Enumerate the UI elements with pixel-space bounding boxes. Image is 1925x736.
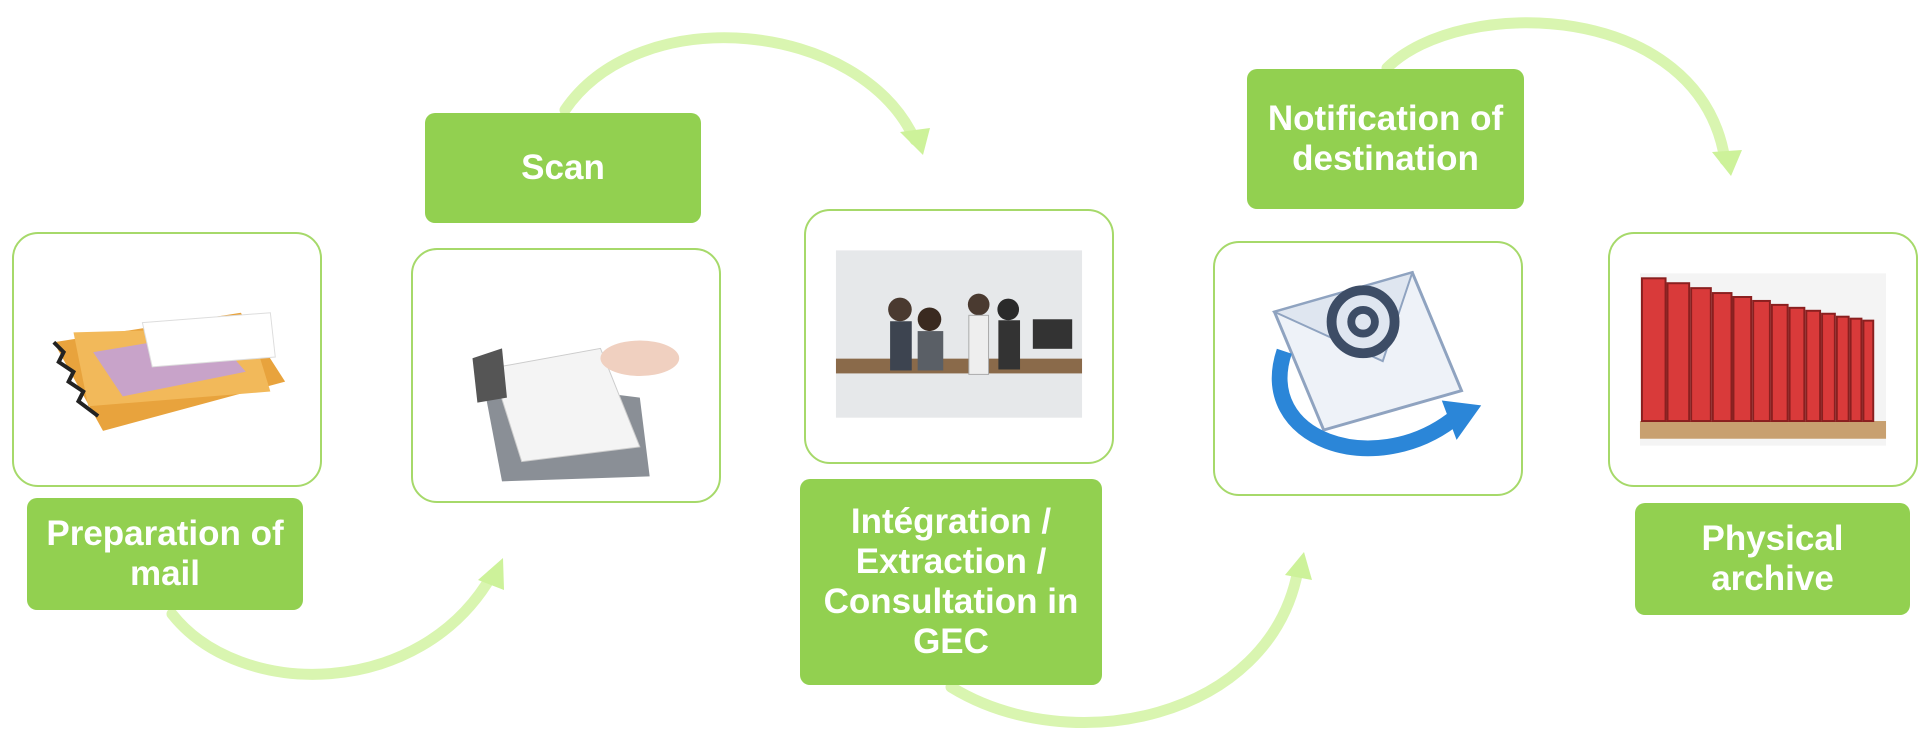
step-label: Preparation of mail bbox=[27, 498, 303, 610]
arrowhead bbox=[1285, 552, 1312, 580]
email-illustration bbox=[1215, 243, 1521, 494]
step-label: Scan bbox=[425, 113, 701, 223]
arrowhead bbox=[900, 128, 930, 155]
office-illustration bbox=[806, 211, 1112, 462]
step-label: Intégration / Extraction / Consultation … bbox=[800, 479, 1102, 685]
image-frame bbox=[1608, 232, 1918, 487]
image-frame bbox=[1213, 241, 1523, 496]
arrowhead bbox=[1712, 150, 1742, 176]
step-label: Physical archive bbox=[1635, 503, 1910, 615]
image-frame bbox=[411, 248, 721, 503]
image-frame bbox=[804, 209, 1114, 464]
step-label: Notification of destination bbox=[1247, 69, 1524, 209]
mail-illustration bbox=[14, 234, 320, 485]
image-frame bbox=[12, 232, 322, 487]
page: Preparation of mail Scan Intégration / E… bbox=[0, 0, 1925, 736]
scanner-illustration bbox=[413, 250, 719, 501]
archive-illustration bbox=[1610, 234, 1916, 485]
